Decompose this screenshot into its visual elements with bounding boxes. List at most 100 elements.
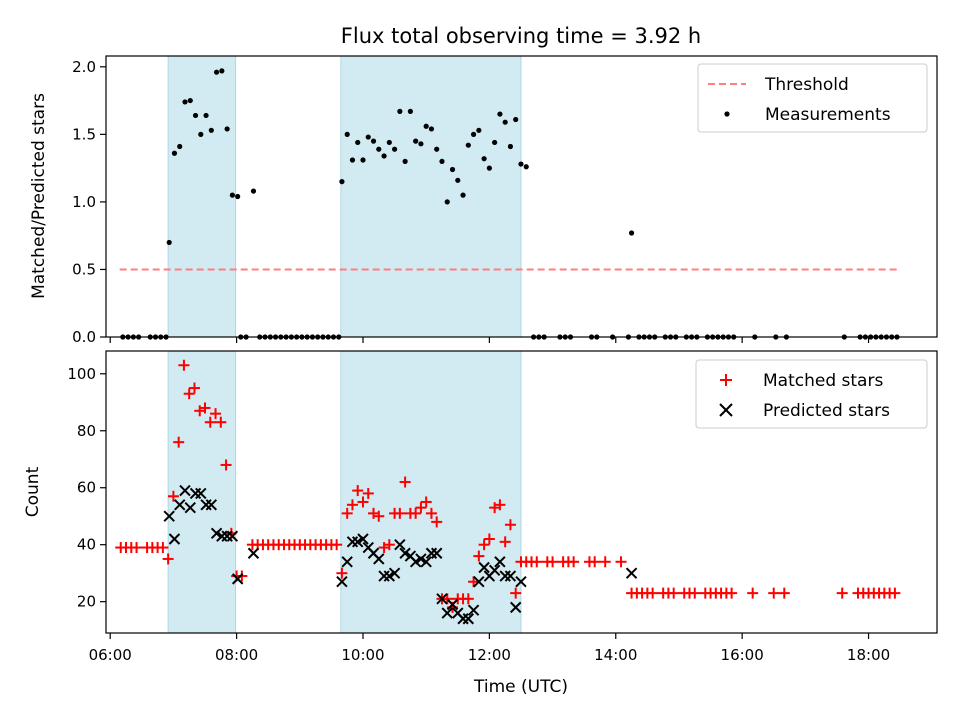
predicted-star-point xyxy=(415,553,427,565)
bottom-x-ticks: 06:00 08:00 10:00 12:00 14:00 16:00 18:00 xyxy=(89,633,890,664)
measurement-point xyxy=(166,239,172,246)
measurement-point xyxy=(391,146,398,152)
bottom-y-tick-label: 100 xyxy=(67,365,96,383)
predicted-star-point xyxy=(336,576,348,588)
x-axis-label: Time (UTC) xyxy=(473,677,568,697)
matched-star-point xyxy=(778,587,790,599)
matched-star-point xyxy=(510,587,522,599)
top-y-tick-label: 0.0 xyxy=(72,328,96,346)
measurement-point xyxy=(628,230,635,236)
measurement-point xyxy=(229,192,235,198)
bottom-y-tick-label: 80 xyxy=(77,422,96,440)
bottom-shaded-intervals xyxy=(167,350,522,634)
matched-star-point xyxy=(188,382,200,394)
matched-star-point xyxy=(220,459,232,471)
measurement-point xyxy=(365,134,371,140)
top-axes-frame xyxy=(105,55,938,338)
measurement-point xyxy=(224,126,230,132)
predicted-stars-points xyxy=(163,484,638,625)
top-panel: 0.0 0.5 1.0 1.5 2.0 Flux total observing tim… xyxy=(29,24,938,346)
matched-star-point xyxy=(599,556,611,568)
top-y-tick-label: 1.5 xyxy=(72,125,96,143)
measurement-point xyxy=(344,131,350,137)
matched-star-point xyxy=(362,487,374,499)
bottom-y-ticks: 20 40 60 80 100 xyxy=(67,365,106,611)
matched-legend-swatch xyxy=(720,374,732,386)
predicted-star-point xyxy=(473,576,485,588)
matched-star-point xyxy=(357,496,369,508)
measurements-legend-label: Measurements xyxy=(765,105,891,125)
matched-star-point xyxy=(568,556,580,568)
measurement-point xyxy=(476,127,482,133)
measurement-point xyxy=(523,164,529,170)
predicted-star-point xyxy=(352,536,364,548)
predicted-star-point xyxy=(625,567,638,579)
measurement-point xyxy=(198,131,204,137)
matched-star-point xyxy=(341,507,353,519)
top-shaded-interval xyxy=(340,55,522,338)
top-shaded-intervals xyxy=(167,55,522,338)
bottom-y-tick-label: 60 xyxy=(77,479,96,497)
top-y-tick-label: 2.0 xyxy=(72,58,96,76)
measurements-legend-swatch xyxy=(724,111,730,117)
x-tick-label: 14:00 xyxy=(594,646,637,664)
measurement-point xyxy=(235,193,241,200)
predicted-star-point xyxy=(420,556,432,568)
x-tick-label: 10:00 xyxy=(341,646,384,664)
predicted-star-point xyxy=(515,576,527,588)
matched-star-point xyxy=(399,476,411,488)
matched-star-point xyxy=(346,499,358,511)
measurement-point xyxy=(182,99,188,105)
matched-star-point xyxy=(747,587,759,599)
measurement-point xyxy=(418,141,424,147)
measurement-point xyxy=(413,138,419,144)
matched-star-point xyxy=(415,502,427,514)
measurement-point xyxy=(439,158,445,164)
matched-star-point xyxy=(441,593,453,605)
top-y-ticks: 0.0 0.5 1.0 1.5 2.0 xyxy=(72,58,106,346)
bottom-shaded-interval xyxy=(340,350,522,634)
matched-star-point xyxy=(689,587,701,599)
predicted-star-point xyxy=(383,570,396,582)
measurement-point xyxy=(502,119,508,125)
measurement-point xyxy=(428,126,435,132)
predicted-star-point xyxy=(399,547,411,559)
matched-star-point xyxy=(162,553,174,565)
matched-star-point xyxy=(668,587,680,599)
threshold-legend-label: Threshold xyxy=(764,75,849,95)
predicted-star-point xyxy=(184,501,196,514)
predicted-star-point xyxy=(494,556,506,568)
matched-star-point xyxy=(889,587,901,599)
measurement-point xyxy=(339,179,345,185)
measurement-point xyxy=(486,165,492,171)
measurement-point xyxy=(449,166,456,173)
predicted-legend-label: Predicted stars xyxy=(763,401,890,421)
matched-star-point xyxy=(483,533,495,545)
matched-star-point xyxy=(383,539,395,551)
matched-star-point xyxy=(183,388,195,400)
bottom-y-tick-label: 40 xyxy=(77,536,96,554)
matched-star-point xyxy=(173,436,185,448)
matched-star-point xyxy=(352,485,364,497)
matched-star-point xyxy=(499,536,511,548)
predicted-star-point xyxy=(441,607,453,619)
matched-star-point xyxy=(589,556,601,568)
measurement-point xyxy=(460,192,466,198)
predicted-star-point xyxy=(341,556,353,568)
predicted-star-point xyxy=(388,567,401,579)
measurement-point xyxy=(481,156,487,162)
matched-star-point xyxy=(131,542,143,554)
top-x-ticks xyxy=(109,337,870,343)
measurement-point xyxy=(518,161,524,167)
predicted-star-point xyxy=(247,547,260,559)
predicted-star-point xyxy=(431,547,443,559)
measurement-point xyxy=(513,116,519,123)
matched-star-point xyxy=(531,556,543,568)
predicted-star-point xyxy=(231,573,244,585)
predicted-star-point xyxy=(174,499,186,511)
matched-star-point xyxy=(331,539,343,551)
predicted-star-point xyxy=(394,538,406,551)
measurement-point xyxy=(213,69,220,75)
x-tick-label: 12:00 xyxy=(468,646,511,664)
measurement-point xyxy=(407,108,413,114)
